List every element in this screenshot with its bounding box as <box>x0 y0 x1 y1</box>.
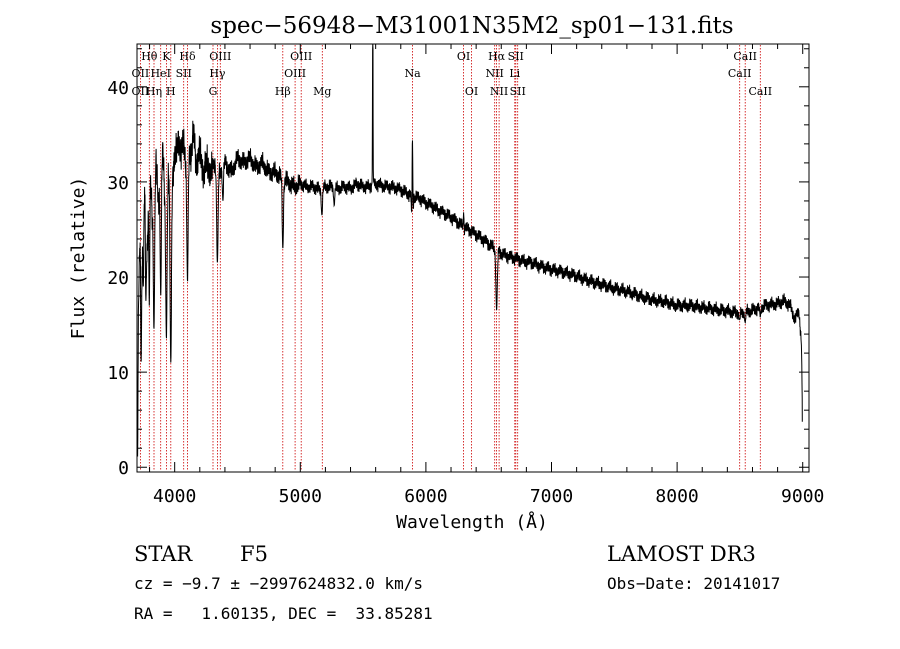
y-tick-label: 20 <box>107 268 129 289</box>
spectrum-line <box>137 43 803 457</box>
y-tick-label: 0 <box>118 458 129 479</box>
plot-frame <box>136 43 810 473</box>
x-axis-label: Wavelength (Å) <box>396 511 548 533</box>
x-tick-label: 9000 <box>781 486 824 507</box>
line-marker-label: CaII <box>748 85 772 98</box>
line-marker-label: Hθ <box>141 50 158 63</box>
line-marker-label: NII <box>486 67 504 80</box>
object-subclass: F5 <box>240 542 268 566</box>
line-marker-label: SII <box>508 50 524 63</box>
line-marker-label: Hδ <box>179 50 196 63</box>
line-marker-label: HeI <box>150 67 170 80</box>
axis-ticks <box>137 44 809 472</box>
line-marker-label: Hα <box>488 50 506 63</box>
coordinates-readout: RA = 1.60135, DEC = 33.85281 <box>134 604 433 623</box>
object-class: STAR <box>134 542 193 566</box>
x-tick-label: 8000 <box>655 486 698 507</box>
x-tick-label: 6000 <box>404 486 447 507</box>
x-tick-label: 7000 <box>530 486 573 507</box>
axis-tick-labels: 4000 5000 6000 7000 8000 9000 0 10 20 30 40 <box>107 78 824 507</box>
line-marker-label: OIII <box>209 50 231 63</box>
y-tick-label: 30 <box>107 173 129 194</box>
line-marker-label: OII <box>132 85 150 98</box>
x-tick-label: 4000 <box>153 486 196 507</box>
line-marker-label: Na <box>405 67 422 80</box>
line-marker-label: K <box>162 50 171 63</box>
survey-name: LAMOST DR3 <box>607 542 756 566</box>
line-marker-label: OI <box>465 85 478 98</box>
redshift-readout: cz = −9.7 ± −2997624832.0 km/s <box>134 574 423 593</box>
line-marker-labels: OIIOIIHθHηHeIKHSIIHδGHγOIIIHβOIIIOIIIMgN… <box>132 50 773 98</box>
chart-title: spec−56948−M31001N35M2_sp01−131.fits <box>210 13 733 39</box>
line-marker-label: Hη <box>146 85 162 98</box>
y-axis-label: Flux (relative) <box>68 177 89 340</box>
line-marker-label: SII <box>510 85 526 98</box>
y-tick-label: 40 <box>107 78 129 99</box>
line-marker-label: Li <box>509 67 520 80</box>
line-marker-label: OIII <box>290 50 312 63</box>
obs-date: Obs−Date: 20141017 <box>607 574 780 593</box>
line-marker-label: Hβ <box>275 85 291 98</box>
line-markers <box>139 45 761 471</box>
line-marker-label: H <box>166 85 176 98</box>
line-marker-label: Hγ <box>209 67 226 80</box>
line-marker-label: SII <box>176 67 192 80</box>
line-marker-label: CaII <box>733 50 757 63</box>
line-marker-label: OIII <box>284 67 306 80</box>
line-marker-label: Mg <box>313 85 331 98</box>
line-marker-label: OII <box>132 67 150 80</box>
line-marker-label: CaII <box>728 67 752 80</box>
line-marker-label: G <box>209 85 218 98</box>
line-marker-label: OI <box>457 50 470 63</box>
x-tick-label: 5000 <box>279 486 322 507</box>
line-marker-label: NII <box>490 85 508 98</box>
y-tick-label: 10 <box>107 363 129 384</box>
